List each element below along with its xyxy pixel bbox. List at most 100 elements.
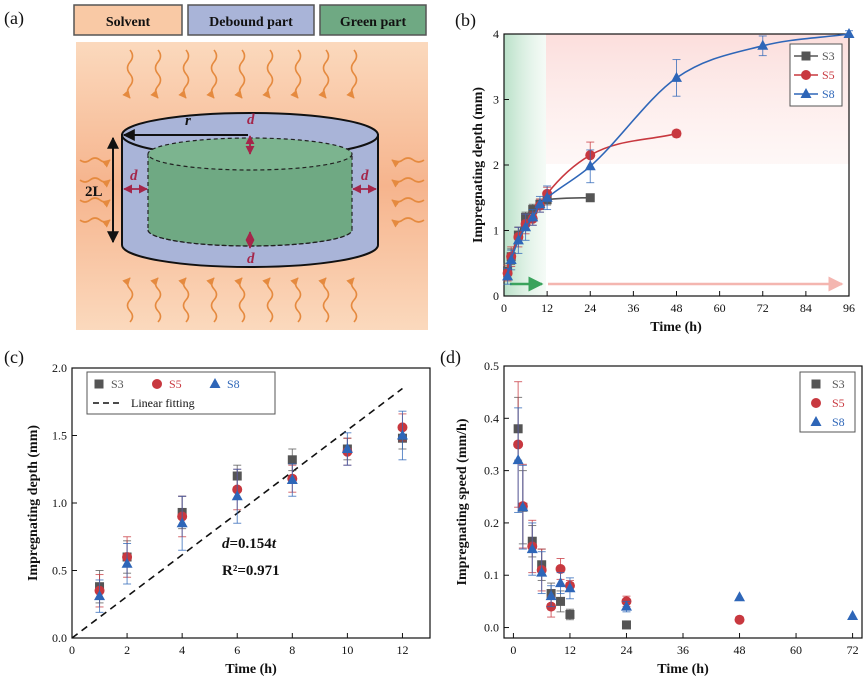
solvent-flow-arrows — [79, 49, 425, 323]
legend-label: S8 — [227, 377, 240, 391]
cylinder: r 2L d d d d — [85, 112, 379, 268]
x-tick-label: 12 — [396, 643, 408, 657]
legend-marker — [801, 51, 811, 61]
series-S8 — [94, 410, 408, 613]
data-point — [517, 501, 529, 512]
data-point — [584, 160, 596, 171]
solvent-arrow — [234, 49, 246, 99]
legend-marker — [811, 398, 821, 408]
data-point — [843, 28, 855, 38]
y-tick-label: 0.0 — [52, 631, 67, 645]
fit-equation: d=0.154t — [222, 536, 277, 552]
legend-label: S3 — [822, 49, 835, 63]
legend-label: S5 — [169, 377, 182, 391]
series-S3 — [513, 396, 631, 630]
y-tick-label: 0.2 — [484, 516, 499, 530]
legend: S3 S5 S8 Linear fitting — [86, 371, 276, 415]
schematic-panel: (a) Solvent Debound part Green part r 2L — [4, 4, 428, 330]
panel-label: (d) — [440, 347, 461, 368]
solvent-arrow — [262, 277, 274, 323]
solvent-arrow — [318, 277, 330, 323]
y-tick-label: 0.5 — [484, 359, 499, 373]
data-point — [341, 443, 353, 453]
legend-marker — [800, 88, 812, 98]
data-point — [555, 577, 567, 588]
legend-marker — [811, 379, 821, 389]
x-tick-label: 36 — [677, 643, 689, 657]
y-tick-label: 0.1 — [484, 568, 499, 582]
x-tick-label: 10 — [341, 643, 353, 657]
solvent-arrow — [391, 177, 425, 188]
y-tick-label: 4 — [493, 27, 499, 41]
legend-marker — [152, 379, 162, 389]
panel-label-a: (a) — [4, 8, 24, 29]
data-point — [585, 193, 595, 203]
fit-r-squared: R²=0.971 — [222, 563, 280, 579]
y-tick-label: 0.4 — [484, 411, 499, 425]
data-point — [621, 620, 631, 630]
solvent-arrow — [122, 277, 134, 323]
x-tick-label: 6 — [234, 643, 240, 657]
x-tick-label: 0 — [501, 301, 507, 315]
legend-swatch-debound — [187, 4, 315, 36]
radius-label: r — [185, 113, 191, 129]
data-point — [536, 566, 548, 577]
x-tick-label: 0 — [510, 643, 516, 657]
x-axis-title: Time (h) — [657, 662, 709, 677]
y-tick-label: 1.5 — [52, 429, 67, 443]
solvent-arrow — [290, 277, 302, 323]
legend: S3 S5 S8 — [799, 371, 856, 433]
y-tick-label: 0.0 — [484, 621, 499, 635]
solvent-arrow — [79, 177, 111, 188]
x-tick-label: 0 — [69, 643, 75, 657]
legend-label: Linear fitting — [131, 396, 195, 410]
fit-equation-var: t — [272, 536, 277, 552]
data-point — [121, 557, 133, 568]
legend-swatch-solvent — [73, 4, 183, 36]
data-point — [527, 211, 539, 222]
fit-equation-var: d — [222, 536, 230, 552]
legend-marker — [801, 70, 811, 80]
x-tick-label: 12 — [564, 643, 576, 657]
solvent-arrow — [150, 49, 162, 99]
solvent-arrow — [318, 49, 330, 99]
legend-label: S5 — [832, 396, 845, 410]
data-point — [555, 563, 566, 574]
legend-marker — [810, 416, 822, 426]
y-tick-label: 0.5 — [52, 564, 67, 578]
x-tick-label: 60 — [790, 643, 802, 657]
solvent-arrow — [150, 277, 162, 323]
solvent-arrow — [262, 49, 274, 99]
x-tick-label: 72 — [757, 301, 769, 315]
thickness-label-top: d — [247, 112, 255, 128]
x-axis-title: Time (h) — [225, 662, 277, 677]
y-tick-label: 0.3 — [484, 464, 499, 478]
x-tick-label: 48 — [671, 301, 683, 315]
solvent-arrow — [79, 217, 111, 228]
data-point — [564, 582, 576, 593]
solvent-arrow — [234, 277, 246, 323]
x-tick-label: 36 — [627, 301, 639, 315]
legend-label: S5 — [822, 68, 835, 82]
data-point — [565, 609, 575, 619]
data-point — [545, 590, 557, 601]
x-tick-label: 24 — [620, 643, 632, 657]
x-tick-label: 4 — [179, 643, 185, 657]
data-point — [757, 39, 769, 50]
data-point — [512, 234, 524, 245]
data-point — [505, 253, 517, 264]
x-axis-title: Time (h) — [650, 320, 702, 335]
y-tick-label: 0 — [493, 289, 499, 303]
solvent-arrow — [346, 277, 358, 323]
data-point — [541, 191, 553, 202]
data-point — [620, 600, 632, 611]
legend-label: S3 — [832, 377, 845, 391]
data-point — [526, 543, 538, 554]
thickness-label-left: d — [130, 168, 138, 184]
x-tick-label: 12 — [541, 301, 553, 315]
y-tick-label: 1.0 — [52, 496, 67, 510]
x-tick-label: 2 — [124, 643, 130, 657]
